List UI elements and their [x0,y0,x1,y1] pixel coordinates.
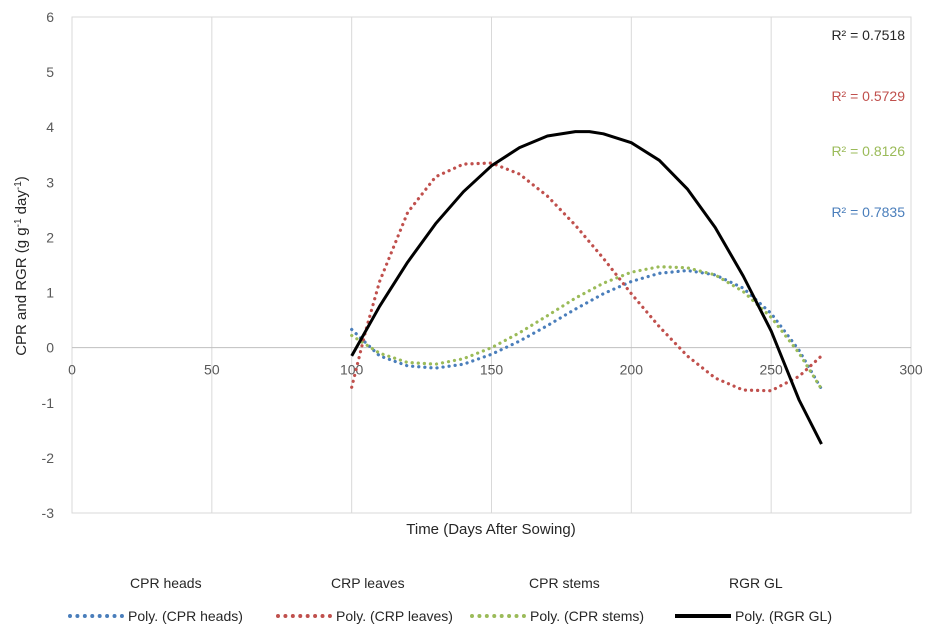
r-squared-labels: R² = 0.7518 R² = 0.5729 R² = 0.8126 R² = 0.… [831,27,905,220]
series-line-poly-cpr-heads [350,268,824,391]
r-squared-label: R² = 0.7518 [831,27,905,43]
legend-swatch-cpr-heads [68,614,124,618]
y-tick-label: 1 [46,285,54,301]
x-tick-label: 50 [204,362,220,378]
x-tick-label: 0 [68,362,76,378]
r-squared-label: R² = 0.7835 [831,204,905,220]
legend-label-rgr-gl: RGR GL [729,575,783,591]
x-tick-label: 300 [899,362,923,378]
y-tick-label: 0 [46,340,54,356]
legend-text-cpr-heads: Poly. (CPR heads) [128,608,243,624]
x-axis-label: Time (Days After Sowing) [406,521,576,538]
legend-text-cpr-stems: Poly. (CPR stems) [530,608,645,624]
legend-swatch-cpr-stems [470,614,526,618]
y-tick-label: 3 [46,174,54,190]
legend-label-crp-leaves: CRP leaves [331,575,405,591]
legend-label-cpr-heads: CPR heads [130,575,202,591]
y-tick-label: -1 [42,395,55,411]
series-line-poly-crp-leaves [350,161,824,393]
legend-item-rgr-gl: Poly. (RGR GL) [675,608,832,624]
x-tick-label: 250 [759,362,783,378]
y-tick-label: 6 [46,9,54,25]
y-tick-label: 4 [46,119,54,135]
legend-label-cpr-stems: CPR stems [529,575,600,591]
legend-item-cpr-stems: Poly. (CPR stems) [470,608,644,624]
r-squared-label: R² = 0.8126 [831,143,905,159]
x-tick-label: 200 [620,362,644,378]
x-tick-label: 100 [340,362,364,378]
legend-item-crp-leaves: Poly. (CRP leaves) [276,608,453,624]
legend-swatch-crp-leaves [276,614,332,618]
y-axis-label: CPR and RGR (g g-1 day-1) [13,176,31,356]
r-squared-label: R² = 0.5729 [831,88,905,104]
y-tick-labels: -3 -2 -1 0 1 2 3 4 5 6 [42,9,55,521]
legend-item-cpr-heads: Poly. (CPR heads) [68,608,243,624]
x-tick-label: 150 [480,362,504,378]
y-tick-label: 5 [46,64,54,80]
legend-text-crp-leaves: Poly. (CRP leaves) [336,608,453,624]
y-tick-label: -2 [42,450,55,466]
y-tick-label: -3 [42,505,55,521]
gridlines [71,16,912,514]
y-tick-label: 2 [46,229,54,245]
legend-swatch-rgr-gl [675,614,731,618]
series-line-poly-rgr-gl [350,130,823,445]
x-tick-labels: 0 50 100 150 200 250 300 [68,362,923,378]
legend-text-rgr-gl: Poly. (RGR GL) [735,608,832,624]
series-line-poly-cpr-stems [350,265,824,391]
series-lines [350,130,824,445]
